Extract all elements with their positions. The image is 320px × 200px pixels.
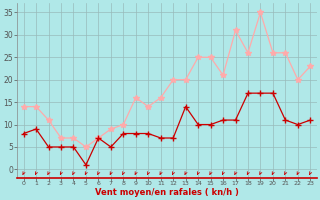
X-axis label: Vent moyen/en rafales ( kn/h ): Vent moyen/en rafales ( kn/h ) xyxy=(95,188,239,197)
